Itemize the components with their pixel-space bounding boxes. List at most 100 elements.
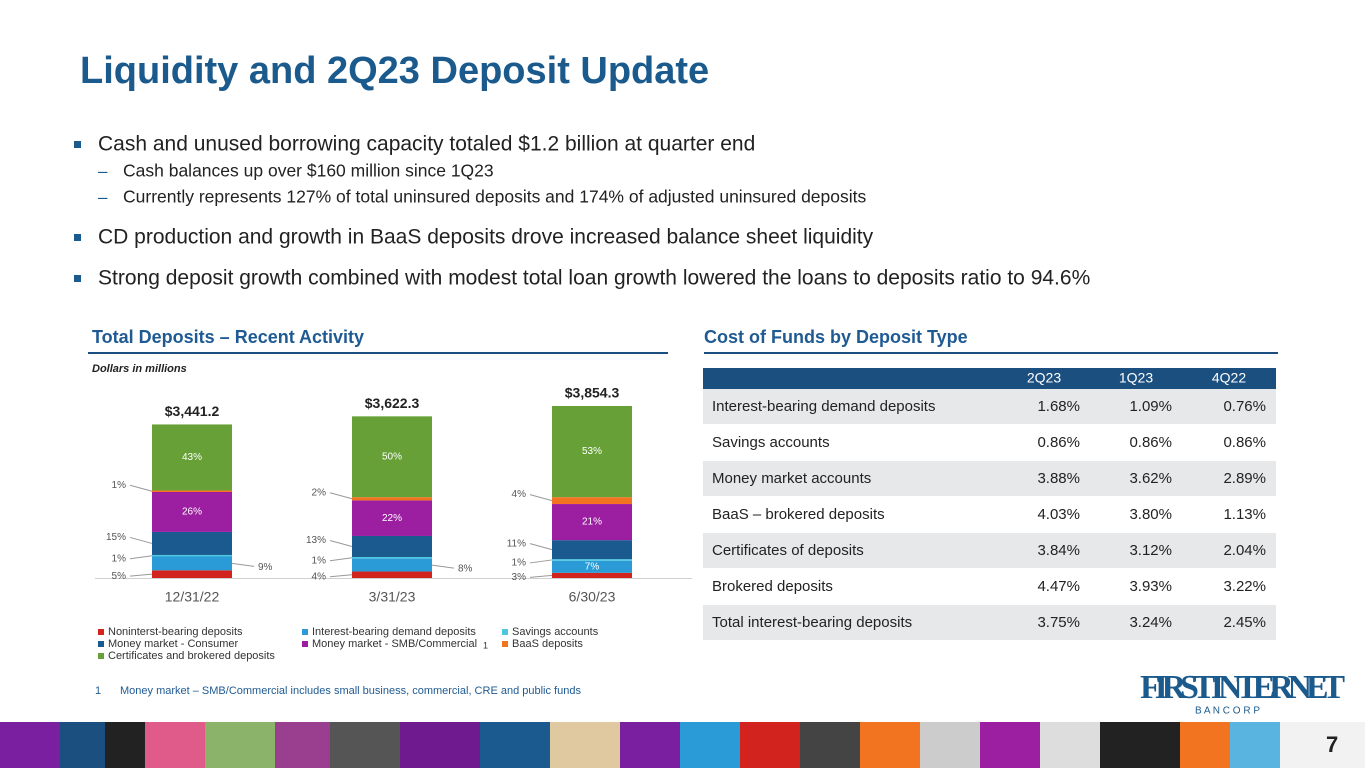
legend-label: Certificates and brokered deposits bbox=[108, 650, 275, 662]
cell: 2.89% bbox=[1223, 470, 1266, 487]
segment-label: 1% bbox=[112, 553, 127, 564]
footnote-number: 1 bbox=[95, 685, 101, 697]
leader-line bbox=[329, 557, 353, 562]
bullet: Cash and unused borrowing capacity total… bbox=[98, 133, 755, 156]
total-label: $3,854.3 bbox=[565, 385, 620, 401]
legend-swatch bbox=[98, 641, 104, 647]
sub-dash: – bbox=[98, 187, 108, 206]
legend-note: 1 bbox=[483, 640, 488, 650]
table-header bbox=[703, 368, 1276, 389]
segment-label: 22% bbox=[382, 513, 402, 524]
segment-label: 2% bbox=[312, 487, 327, 498]
cell: 3.62% bbox=[1129, 470, 1172, 487]
cell: 1.68% bbox=[1037, 398, 1080, 415]
chart-title: Total Deposits – Recent Activity bbox=[92, 327, 364, 347]
table-row bbox=[703, 569, 1276, 604]
bar-segment bbox=[552, 504, 632, 541]
bar-segment bbox=[352, 535, 432, 557]
bar-segment bbox=[152, 424, 232, 491]
bullet: Strong deposit growth combined with mode… bbox=[98, 267, 1090, 290]
leader-line bbox=[431, 564, 455, 569]
cell: 3.88% bbox=[1037, 470, 1080, 487]
bar-segment bbox=[552, 572, 632, 578]
legend-label: Savings accounts bbox=[512, 626, 599, 638]
segment-label: 21% bbox=[582, 517, 602, 528]
bar-segment bbox=[552, 559, 632, 561]
row-label: Certificates of deposits bbox=[712, 542, 864, 559]
table-row bbox=[703, 461, 1276, 496]
x-tick-label: 12/31/22 bbox=[165, 589, 220, 605]
decor-strip bbox=[0, 722, 1365, 768]
cell: 3.80% bbox=[1129, 506, 1172, 523]
legend-label: Money market - SMB/Commercial bbox=[312, 638, 477, 650]
bar-segment bbox=[352, 556, 432, 559]
slide-title: Liquidity and 2Q23 Deposit Update bbox=[80, 50, 709, 92]
segment-label: 8% bbox=[458, 564, 473, 575]
segment-label: 43% bbox=[182, 452, 202, 463]
segment-label: 9% bbox=[258, 562, 273, 573]
bullet-marker bbox=[74, 141, 81, 148]
row-label: Total interest-bearing deposits bbox=[712, 614, 912, 631]
cell: 4.47% bbox=[1037, 578, 1080, 595]
row-label: Interest-bearing demand deposits bbox=[712, 398, 935, 415]
cell: 3.93% bbox=[1129, 578, 1172, 595]
total-label: $3,622.3 bbox=[365, 395, 420, 411]
logo-sub: B A N C O R P bbox=[1195, 706, 1260, 717]
table-title: Cost of Funds by Deposit Type bbox=[704, 327, 968, 347]
cell: 3.24% bbox=[1129, 614, 1172, 631]
leader-line bbox=[529, 559, 553, 564]
footnote: Money market – SMB/Commercial includes s… bbox=[120, 685, 581, 697]
bar-segment bbox=[152, 556, 232, 571]
bar-segment bbox=[352, 497, 432, 501]
table-row bbox=[703, 533, 1276, 568]
segment-label: 3% bbox=[512, 572, 527, 583]
segment-label: 13% bbox=[306, 535, 326, 546]
leader-line bbox=[129, 573, 153, 577]
legend-swatch bbox=[98, 653, 104, 659]
bar-segment bbox=[552, 560, 632, 573]
bar-segment bbox=[352, 416, 432, 498]
x-tick-label: 6/30/23 bbox=[569, 589, 616, 605]
cell: 2.04% bbox=[1223, 542, 1266, 559]
legend-swatch bbox=[98, 629, 104, 635]
legend-swatch bbox=[502, 641, 508, 647]
cell: 3.12% bbox=[1129, 542, 1172, 559]
segment-label: 50% bbox=[382, 451, 402, 462]
legend-swatch bbox=[302, 629, 308, 635]
bar-segment bbox=[552, 497, 632, 505]
cell: 3.22% bbox=[1223, 578, 1266, 595]
cell: 0.86% bbox=[1129, 434, 1172, 451]
sub-dash: – bbox=[98, 161, 108, 180]
column-header: 2Q23 bbox=[1027, 370, 1061, 386]
bullet-marker bbox=[74, 234, 81, 241]
bar-segment bbox=[552, 540, 632, 560]
cell: 0.76% bbox=[1223, 398, 1266, 415]
row-label: BaaS – brokered deposits bbox=[712, 506, 885, 523]
segment-label: 4% bbox=[312, 571, 327, 582]
legend-label: Money market - Consumer bbox=[108, 638, 239, 650]
leader-line bbox=[329, 539, 353, 547]
segment-label: 1% bbox=[512, 558, 527, 569]
table-row bbox=[703, 497, 1276, 532]
leader-line bbox=[329, 492, 353, 500]
logo: FIRST INTERNET bbox=[1140, 669, 1345, 706]
segment-label: 53% bbox=[582, 446, 602, 457]
row-label: Brokered deposits bbox=[712, 578, 833, 595]
chart-subtitle: Dollars in millions bbox=[92, 363, 187, 375]
legend-label: Interest-bearing demand deposits bbox=[312, 626, 476, 638]
segment-label: 7% bbox=[585, 561, 600, 572]
cell: 0.86% bbox=[1223, 434, 1266, 451]
table-row bbox=[703, 425, 1276, 460]
sub-bullet: Cash balances up over $160 million since… bbox=[123, 161, 494, 181]
leader-line bbox=[129, 484, 153, 492]
total-label: $3,441.2 bbox=[165, 403, 220, 419]
segment-label: 4% bbox=[512, 489, 527, 500]
leader-line bbox=[529, 543, 553, 551]
cell: 2.45% bbox=[1223, 614, 1266, 631]
leader-line bbox=[129, 536, 153, 544]
cell: 1.09% bbox=[1129, 398, 1172, 415]
bar-segment bbox=[352, 571, 432, 578]
cell: 3.84% bbox=[1037, 542, 1080, 559]
cell: 3.75% bbox=[1037, 614, 1080, 631]
